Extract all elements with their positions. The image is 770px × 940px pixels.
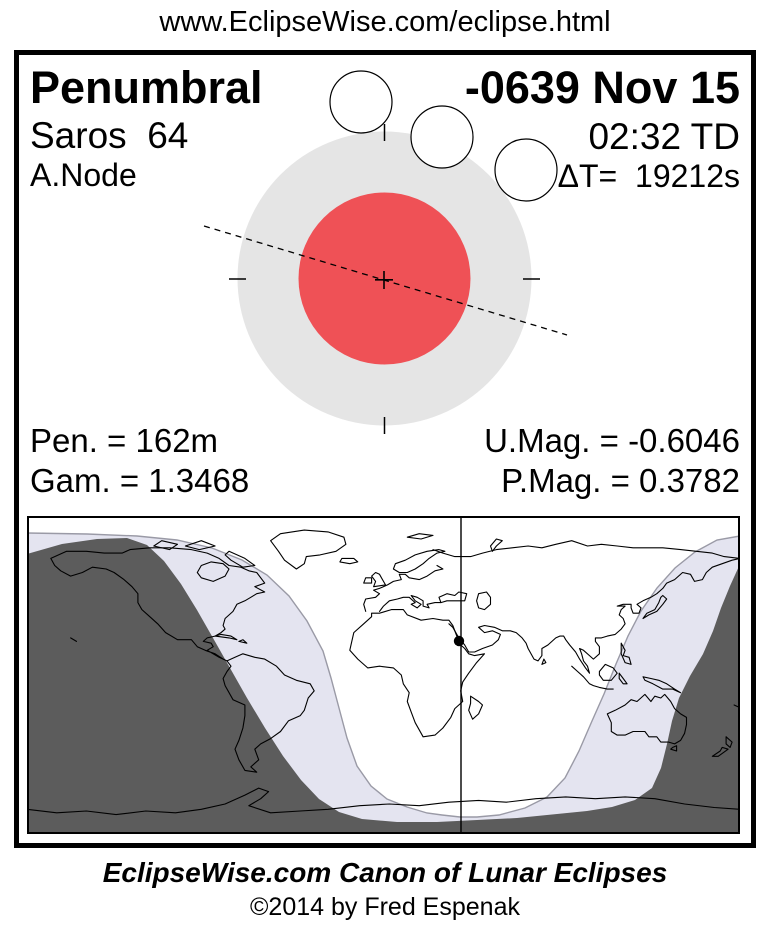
copyright-line: ©2014 by Fred Espenak: [250, 893, 520, 921]
eclipse-type-label: Penumbral: [30, 62, 263, 113]
coastline: [222, 653, 315, 773]
coastline: [27, 787, 740, 816]
saros-number: Saros 64: [30, 115, 189, 156]
coastline: [489, 538, 503, 552]
coastline: [371, 571, 387, 588]
penumbral-duration: Pen. = 162m: [30, 422, 219, 459]
coastline: [406, 533, 434, 540]
greatest-eclipse-zenith-dot: [453, 635, 465, 647]
coastline: [238, 639, 248, 644]
coastline: [620, 642, 632, 665]
coastline: [339, 557, 359, 565]
map-frame: [27, 516, 740, 834]
west-visibility-boundary-line: [27, 532, 461, 818]
coastline: [598, 663, 618, 681]
gamma-value: Gam. = 1.3468: [30, 462, 250, 499]
coastline: [153, 540, 179, 551]
coastline: [541, 658, 547, 665]
eclipse-time: 02:32 TD: [588, 116, 740, 157]
coastline: [571, 665, 614, 690]
coastline: [363, 564, 444, 612]
coastline: [618, 672, 628, 685]
coastline: [184, 540, 216, 551]
shadow-diagram: [203, 70, 568, 434]
coastlines: [27, 529, 740, 816]
coastline: [349, 609, 486, 738]
coastline: [476, 591, 492, 611]
coastline: [363, 577, 373, 584]
coastline: [733, 704, 739, 708]
penumbral-magnitude: P.Mag. = 0.3782: [501, 462, 740, 499]
moon-circle-greatest: [410, 105, 474, 169]
eclipse-date: -0639 Nov 15: [464, 62, 740, 113]
coastline: [670, 745, 678, 752]
coastline: [196, 561, 230, 582]
canon-title: EclipseWise.com Canon of Lunar Eclipses: [102, 857, 668, 888]
coastline: [432, 540, 740, 559]
coastline: [711, 746, 729, 757]
coastline: [725, 736, 733, 748]
moon-circle-first-contact: [329, 70, 393, 134]
umbral-magnitude: U.Mag. = -0.6046: [484, 422, 740, 459]
coastline: [214, 633, 238, 641]
visibility-world-map: [27, 516, 740, 834]
coastline: [438, 591, 468, 604]
shadow-edge-ticks: [229, 124, 540, 434]
eclipse-not-visible-zone: [27, 538, 740, 834]
moon-position-circles: [329, 70, 558, 202]
coastline: [70, 637, 78, 642]
figure-border-box: [14, 50, 756, 848]
coastline: [50, 547, 266, 662]
coastline: [392, 549, 446, 574]
coastline: [606, 693, 688, 745]
coastline: [642, 594, 668, 620]
delta-t-value: ΔT= 19212s: [557, 158, 740, 194]
coastline: [378, 594, 442, 612]
east-visibility-boundary-line: [460, 535, 740, 818]
coastline: [448, 557, 740, 674]
shadow-center-cross: [375, 271, 393, 289]
coastline: [224, 550, 256, 568]
coastline: [642, 676, 682, 694]
site-url: www.EclipseWise.com/eclipse.html: [159, 6, 611, 38]
coastline: [468, 695, 484, 720]
node-type: A.Node: [30, 157, 137, 193]
moon-circle-last-contact: [494, 138, 558, 202]
coastline: [270, 529, 347, 570]
